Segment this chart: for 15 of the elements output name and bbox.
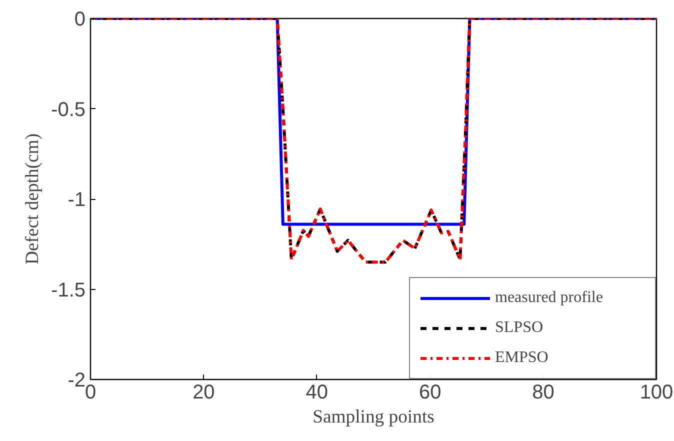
legend-label: SLPSO (495, 319, 544, 337)
x-tick-label: 100 (640, 382, 674, 404)
y-axis-title: Defect depth(cm) (22, 133, 44, 265)
legend-label: EMPSO (495, 349, 550, 367)
y-tick-label: -2 (68, 370, 86, 392)
x-tick-label: 40 (306, 382, 328, 404)
y-tick-label: 0 (74, 8, 86, 30)
y-tick-label: -1.5 (51, 279, 86, 302)
legend-label: measured profile (495, 289, 604, 307)
x-tick-label: 80 (532, 382, 554, 404)
y-tick-label: -0.5 (51, 98, 86, 121)
y-tick-label: -1 (68, 189, 86, 211)
x-tick-label: 20 (192, 382, 215, 404)
x-axis-title: Sampling points (312, 406, 434, 428)
x-tick-label: 60 (418, 382, 442, 404)
